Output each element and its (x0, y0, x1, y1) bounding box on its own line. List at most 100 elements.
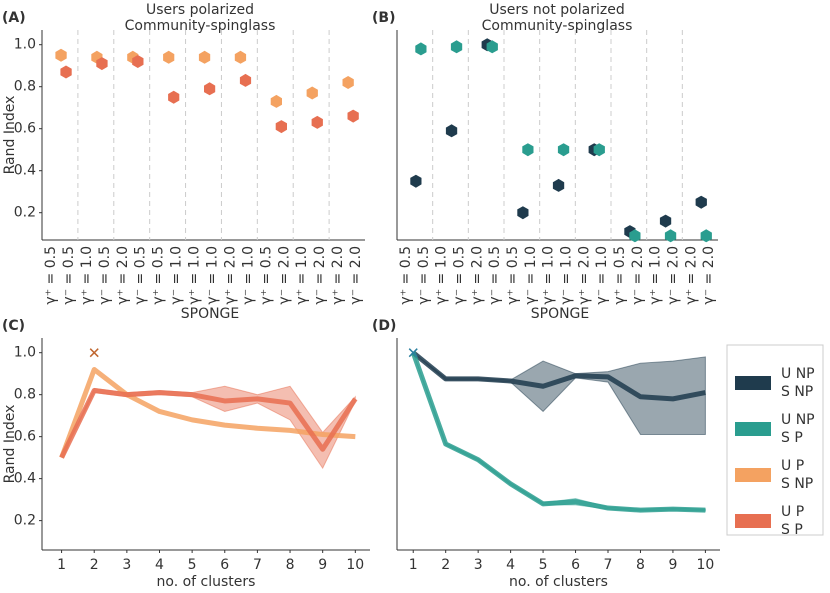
x-tick-label: 1 (409, 557, 418, 573)
x-tick-label: 7 (253, 557, 262, 573)
point (60, 65, 72, 79)
point (96, 57, 108, 71)
point (410, 174, 422, 188)
x-tick-label: 9 (668, 557, 677, 573)
point (132, 55, 144, 68)
x-tick-label: γ⁺ = 0.5 (612, 246, 628, 305)
point (168, 90, 180, 104)
panel-label: (B) (372, 10, 395, 26)
x-tick-label: 4 (506, 557, 515, 573)
legend-label: S P (781, 430, 803, 446)
point (163, 50, 175, 64)
x-tick-label: γ⁺ = 0.5 (258, 246, 274, 305)
x-tick-label: 1 (57, 557, 66, 573)
legend-label: U P (781, 504, 804, 520)
legend-label: U NP (781, 412, 815, 428)
x-tick-label: 10 (346, 557, 364, 573)
y-tick-label: 0.8 (14, 387, 36, 403)
point (239, 73, 252, 87)
x-tick-label: γ⁻ = 2.0 (348, 246, 364, 305)
x-tick-label: γ⁺ = 0.5 (505, 246, 521, 305)
x-tick-label: 3 (474, 557, 483, 573)
x-tick-label: γ⁺ = 1.0 (648, 246, 664, 305)
x-tick-label: γ⁺ = 2.0 (222, 246, 238, 305)
x-tick-label: γ⁻ = 1.0 (169, 246, 185, 305)
line (59, 387, 358, 459)
point (700, 229, 712, 243)
y-tick-label: 0.6 (14, 429, 36, 445)
x-tick-label: γ⁺ = 0.5 (151, 246, 167, 305)
point (445, 124, 458, 138)
x-tick-label: 7 (604, 557, 613, 573)
x-tick-label: γ⁺ = 1.0 (434, 246, 450, 305)
x-tick-label: γ⁺ = 1.0 (187, 246, 203, 305)
x-axis-label: no. of clusters (509, 574, 608, 590)
point (659, 214, 672, 228)
point (552, 178, 565, 192)
x-tick-label: γ⁻ = 1.0 (240, 246, 256, 305)
point (593, 143, 605, 157)
x-tick-label: γ⁻ = 1.0 (204, 246, 220, 305)
point (311, 115, 323, 129)
x-tick-label: 8 (636, 557, 645, 573)
x-tick-label: γ⁻ = 0.5 (487, 246, 503, 305)
x-marker (89, 348, 99, 358)
panel-title: Users polarized (146, 2, 254, 18)
line (410, 351, 706, 513)
panel-label: (C) (2, 318, 25, 334)
x-tick-label: γ⁺ = 1.0 (541, 246, 557, 305)
legend-label: S NP (781, 476, 813, 492)
point (522, 143, 534, 157)
x-tick-label: γ⁻ = 0.5 (97, 246, 113, 305)
point (342, 76, 354, 89)
x-tick-label: 2 (90, 557, 99, 573)
x-tick-label: 8 (286, 557, 295, 573)
point (347, 109, 359, 123)
y-tick-label: 0.8 (14, 79, 36, 95)
y-tick-label: 0.2 (14, 513, 36, 529)
y-tick-label: 0.2 (14, 205, 36, 221)
x-tick-label: γ⁻ = 2.0 (312, 246, 328, 305)
x-tick-label: 10 (696, 557, 714, 573)
x-tick-label: γ⁻ = 2.0 (630, 246, 646, 305)
y-axis-label: Rand Index (2, 405, 18, 484)
point (557, 143, 570, 157)
y-tick-label: 0.4 (14, 471, 36, 487)
point (415, 42, 427, 56)
y-tick-label: 1.0 (14, 345, 36, 361)
x-axis-label: no. of clusters (157, 574, 256, 590)
y-axis-label: Rand Index (2, 96, 18, 175)
panel-title: Users not polarized (489, 2, 624, 18)
point (275, 120, 287, 134)
point (664, 229, 677, 243)
legend-swatch (735, 514, 771, 528)
point (450, 40, 463, 54)
legend-swatch (735, 376, 771, 390)
x-tick-label: 5 (539, 557, 548, 573)
x-tick-label: 4 (155, 557, 164, 573)
x-tick-label: γ⁻ = 1.0 (558, 246, 574, 305)
x-tick-label: γ⁻ = 1.0 (523, 246, 539, 305)
panel-title: Community-spinglass (125, 18, 276, 34)
point (234, 50, 247, 64)
line (411, 350, 706, 402)
point (629, 229, 641, 243)
point (204, 82, 216, 96)
x-tick-label: γ⁺ = 2.0 (115, 246, 131, 305)
x-tick-label: 3 (122, 557, 131, 573)
x-tick-label: γ⁻ = 1.0 (594, 246, 610, 305)
x-tick-label: γ⁺ = 2.0 (683, 246, 699, 305)
line (59, 366, 356, 459)
x-tick-label: 6 (571, 557, 580, 573)
panel-label: (A) (2, 10, 26, 26)
point (306, 86, 318, 100)
y-tick-label: 1.0 (14, 37, 36, 53)
x-tick-label: 2 (441, 557, 450, 573)
x-tick-label: γ⁻ = 0.5 (133, 246, 149, 305)
legend-label: S P (781, 522, 803, 538)
x-tick-label: γ⁺ = 0.5 (398, 246, 414, 305)
x-tick-label: 5 (188, 557, 197, 573)
point (517, 206, 529, 220)
legend-label: U NP (781, 366, 815, 382)
